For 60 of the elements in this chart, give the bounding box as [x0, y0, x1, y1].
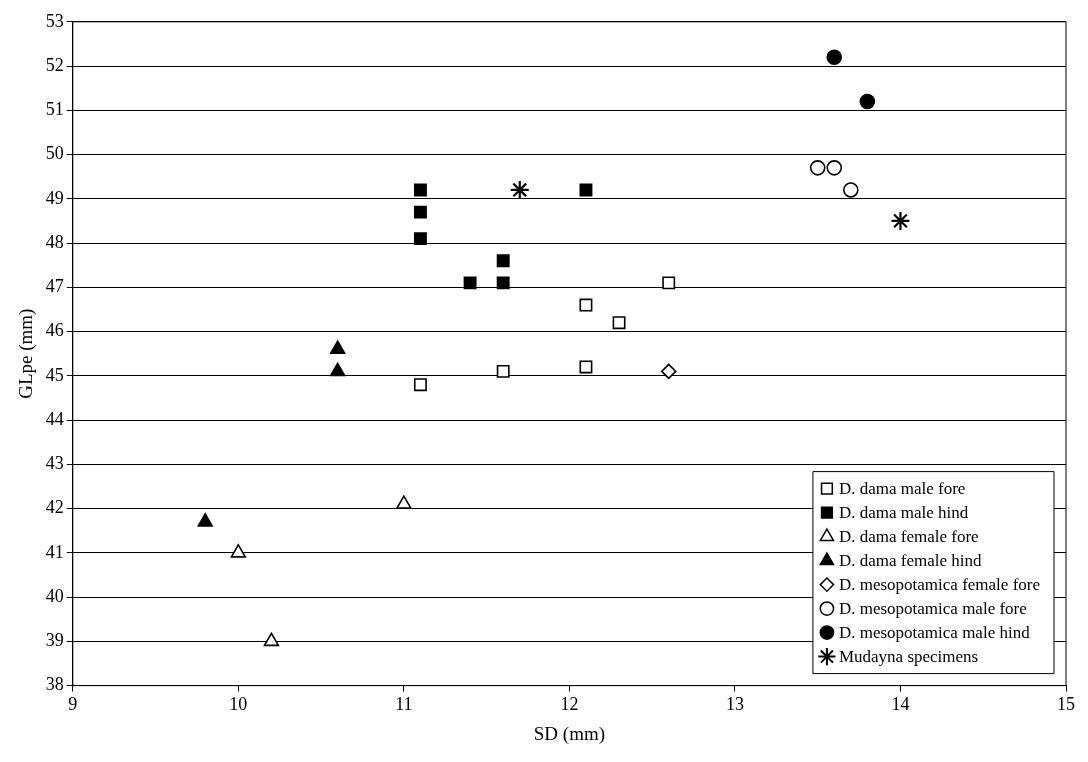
x-axis-title: SD (mm) [533, 722, 606, 745]
point [413, 232, 427, 246]
legend-label: D. dama male fore [838, 479, 966, 499]
point [329, 340, 346, 355]
point [496, 254, 510, 268]
point [826, 160, 843, 176]
legend-label: D. dama male hind [838, 503, 969, 523]
point [413, 205, 427, 219]
x-tick-label: 12 [560, 694, 579, 715]
y-tick-label: 48 [45, 231, 64, 252]
x-tick-label: 10 [229, 694, 248, 715]
y-tick-label: 53 [45, 10, 64, 31]
point [612, 316, 626, 330]
x-tick-label: 15 [1057, 694, 1075, 715]
point [413, 378, 427, 392]
legend-label: D. dama female hind [838, 551, 982, 571]
point [496, 276, 510, 290]
y-tick-label: 46 [45, 320, 64, 341]
point [329, 362, 346, 377]
point [660, 363, 677, 380]
y-tick-label: 41 [45, 541, 64, 562]
y-tick-label: 38 [45, 674, 64, 695]
legend-label: Mudayna specimens [838, 647, 979, 667]
x-tick-label: 14 [891, 694, 910, 715]
y-tick-label: 44 [45, 408, 64, 429]
point [662, 276, 676, 290]
y-tick-label: 39 [45, 630, 64, 651]
point [263, 632, 280, 647]
y-axis-title: GLpe (mm) [15, 308, 38, 399]
point [843, 182, 859, 198]
point [413, 183, 427, 197]
point [890, 210, 911, 232]
legend-label: D. dama female fore [838, 527, 979, 547]
y-tick-label: 50 [45, 143, 64, 164]
legend-label: D. mesopotamica male hind [838, 623, 1031, 643]
y-tick-label: 43 [45, 453, 64, 474]
point [579, 298, 593, 312]
point [826, 49, 843, 65]
point [496, 364, 510, 378]
point [396, 495, 412, 509]
y-tick-label: 42 [45, 497, 64, 518]
point [579, 360, 593, 374]
point [809, 160, 826, 176]
y-tick-label: 49 [45, 187, 64, 208]
legend-label: D. mesopotamica male fore [838, 599, 1027, 619]
y-tick-label: 45 [45, 364, 64, 385]
x-tick-label: 13 [725, 694, 744, 715]
point [197, 513, 213, 527]
point [230, 544, 247, 558]
y-tick-label: 47 [45, 276, 64, 297]
point [463, 276, 477, 290]
x-tick-label: 9 [68, 694, 78, 715]
y-tick-label: 52 [45, 54, 64, 75]
point [509, 179, 530, 201]
y-tick-label: 40 [45, 585, 64, 606]
point [859, 93, 876, 110]
point [579, 183, 593, 197]
legend-label: D. mesopotamica female fore [838, 575, 1040, 595]
y-tick-label: 51 [45, 99, 64, 120]
x-tick-label: 11 [395, 694, 413, 715]
